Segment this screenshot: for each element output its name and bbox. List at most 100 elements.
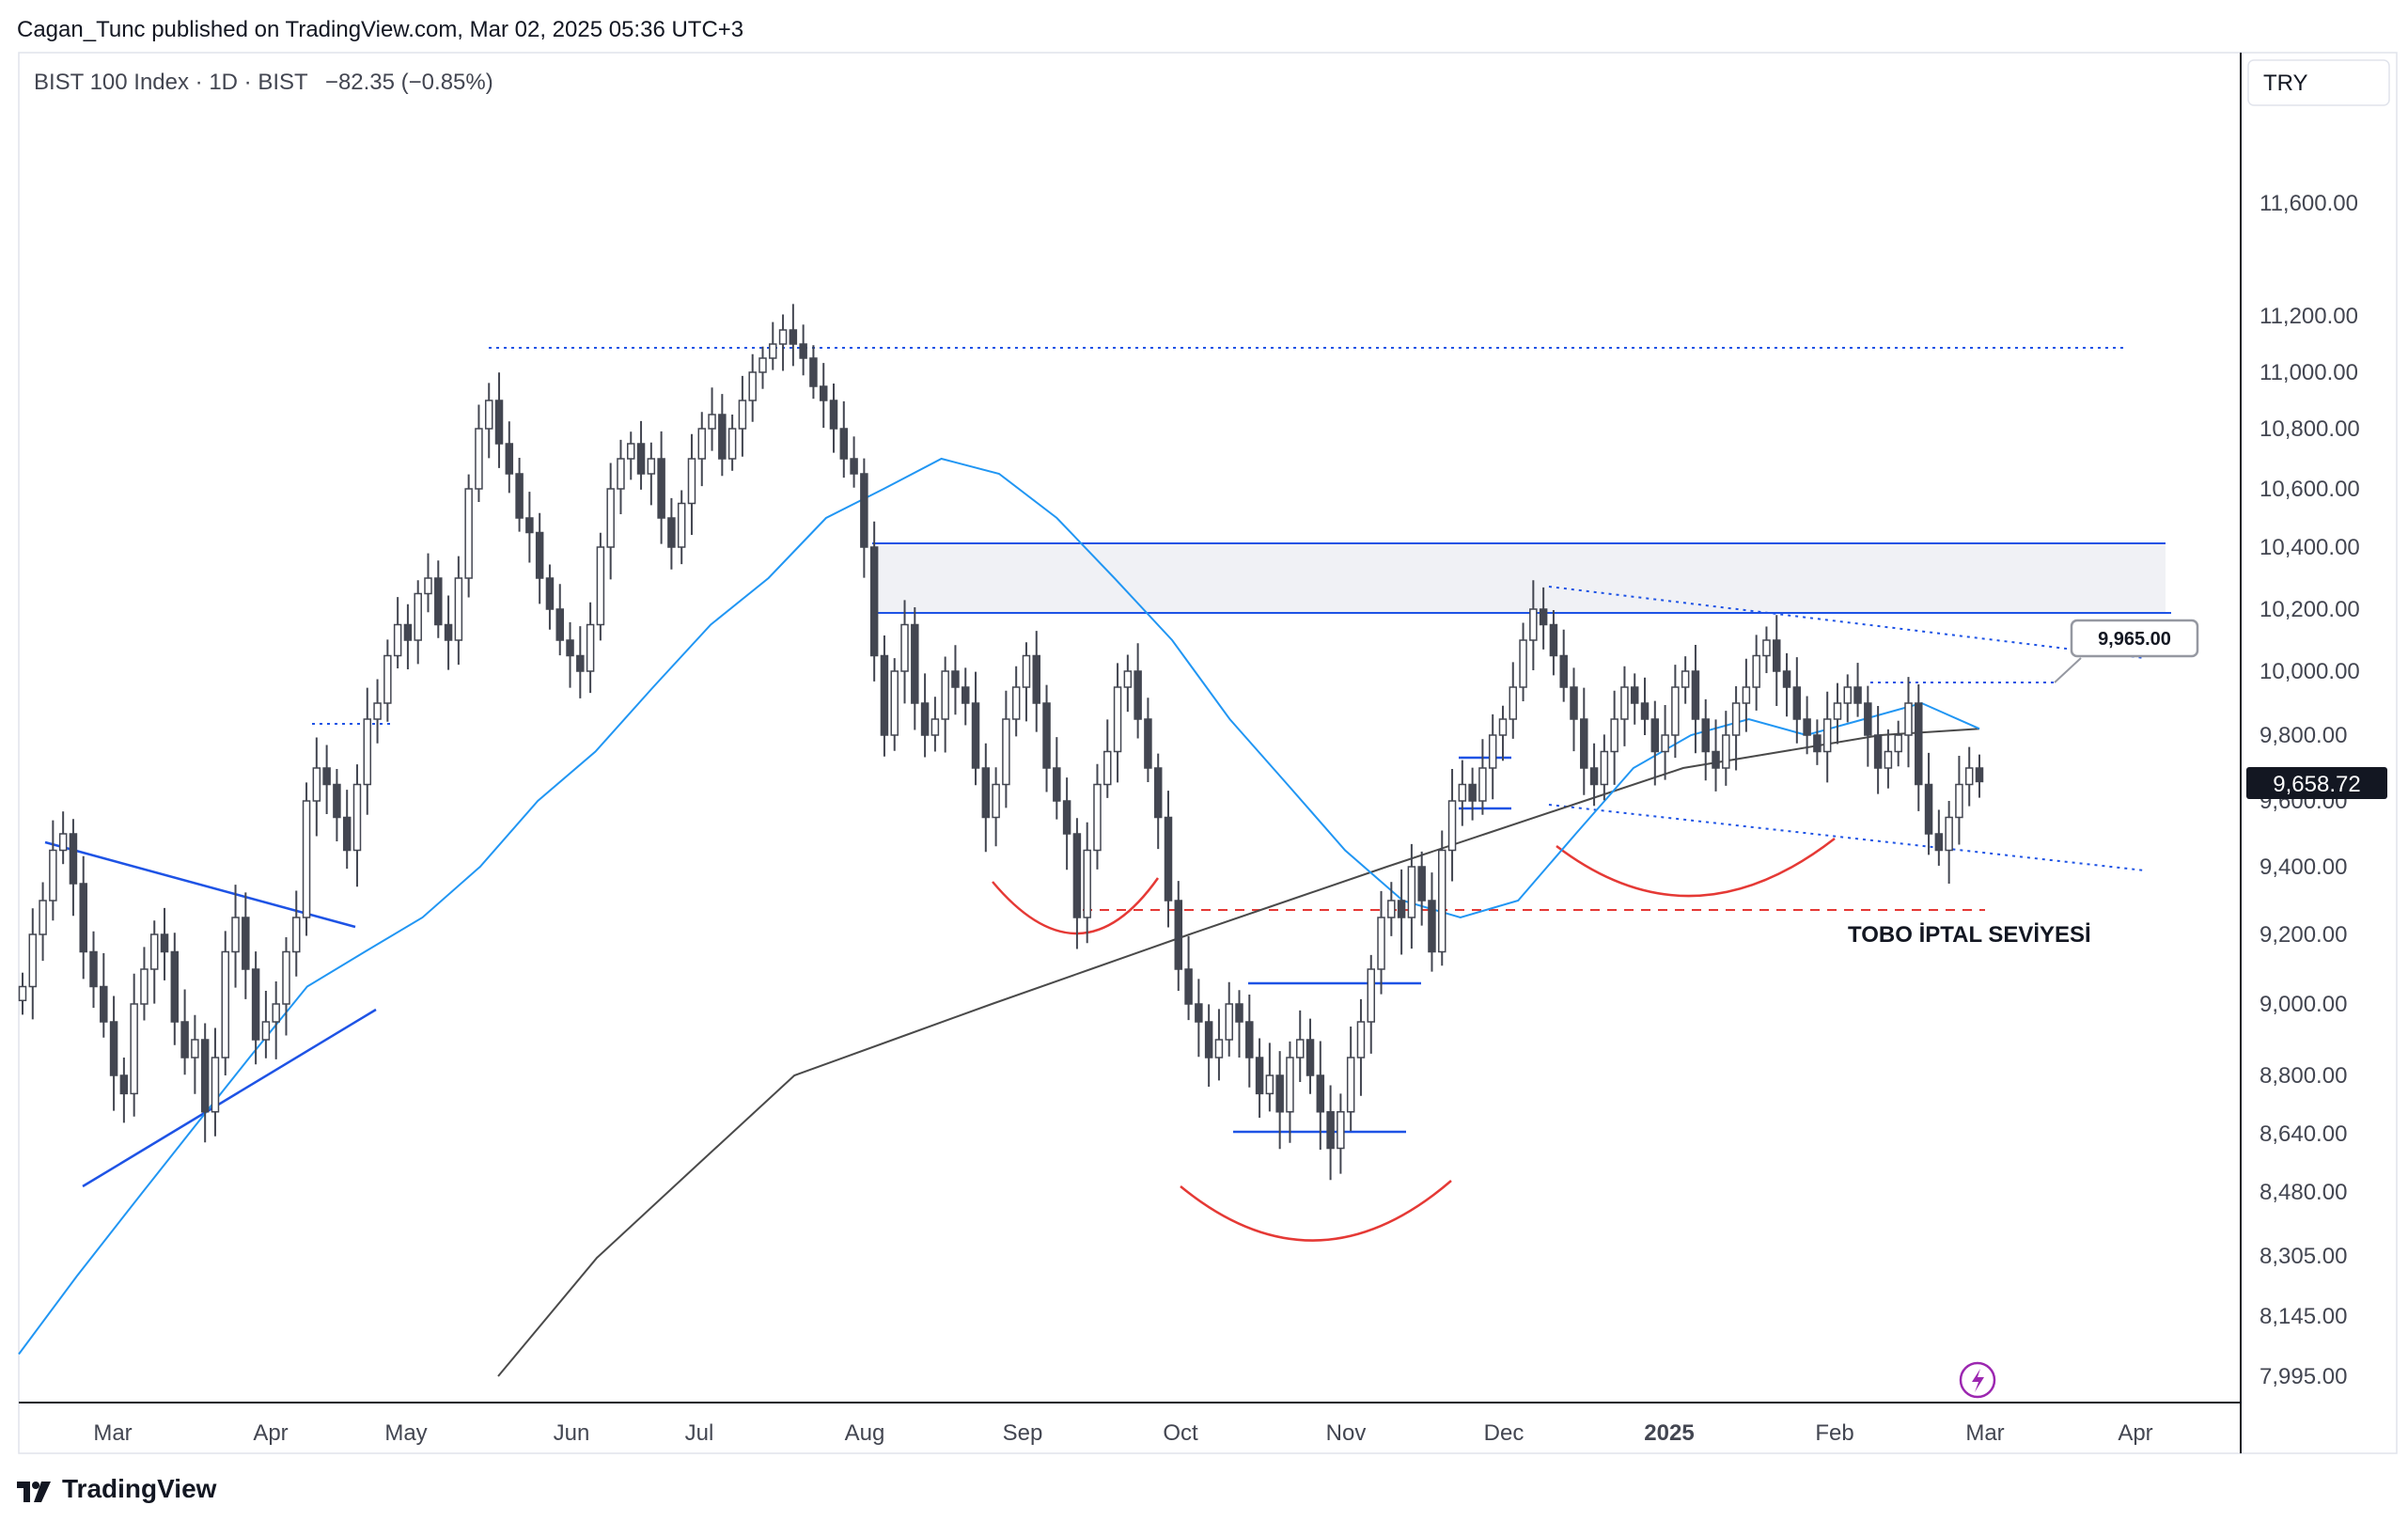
lightning-icon[interactable]: [1959, 1361, 1996, 1399]
candle: [778, 314, 788, 371]
y-tick-label: 11,000.00: [2259, 360, 2358, 385]
symbol-info: BIST 100 Index · 1D · BIST: [34, 70, 308, 95]
candle: [1843, 674, 1853, 723]
candle: [1570, 667, 1578, 752]
candle: [1245, 995, 1254, 1088]
candle: [342, 790, 352, 870]
candle: [1153, 753, 1163, 850]
candle: [1742, 658, 1751, 732]
candle: [393, 597, 402, 669]
x-tick-label: May: [384, 1420, 427, 1446]
x-tick-label: Dec: [1484, 1420, 1525, 1446]
candle: [667, 497, 676, 570]
candle: [657, 431, 665, 544]
candle: [1894, 720, 1902, 767]
candle: [1002, 690, 1010, 808]
x-tick-label: Jul: [685, 1420, 714, 1446]
candle: [1275, 1051, 1284, 1150]
candle: [1113, 663, 1122, 783]
candle: [373, 679, 382, 744]
candle: [403, 604, 413, 670]
candle: [1447, 769, 1457, 882]
candle: [566, 621, 574, 688]
callout-value: 9,965.00: [2098, 629, 2171, 650]
candle: [140, 947, 149, 1021]
candle: [1580, 687, 1588, 795]
candle: [1225, 981, 1233, 1057]
candle: [1032, 631, 1041, 732]
candle: [799, 324, 807, 376]
candle: [1306, 1018, 1315, 1094]
candle: [1691, 644, 1700, 754]
candle: [1792, 657, 1802, 744]
candle: [1701, 698, 1710, 781]
x-tick-label: Mar: [93, 1420, 132, 1446]
candle: [839, 400, 849, 478]
candle: [819, 363, 828, 429]
candle: [890, 658, 899, 751]
candle: [1782, 652, 1791, 717]
price-callout[interactable]: 9,965.00: [2054, 619, 2199, 683]
candle: [647, 442, 656, 506]
candle: [809, 345, 818, 400]
candle: [1144, 698, 1152, 783]
candle: [58, 811, 68, 865]
candle: [1731, 685, 1741, 771]
candle: [1934, 809, 1944, 866]
symbol-legend[interactable]: BIST 100 Index · 1D · BIST −82.35 (−0.85…: [34, 70, 493, 96]
y-tick-label: 11,200.00: [2259, 304, 2358, 329]
y-tick-label: 9,000.00: [2259, 992, 2347, 1017]
candle: [231, 885, 240, 988]
candle: [535, 512, 544, 604]
candle: [1214, 1009, 1224, 1081]
candle: [1417, 851, 1426, 926]
y-tick-label: 9,200.00: [2259, 922, 2347, 948]
candle: [1093, 763, 1102, 870]
candle: [1053, 737, 1061, 820]
candle: [39, 882, 47, 962]
candle: [961, 667, 970, 726]
candle: [333, 769, 341, 842]
candle: [434, 560, 443, 638]
last-price-value: 9,658.72: [2273, 772, 2360, 797]
last-price-badge: 9,658.72: [2246, 767, 2387, 799]
tradingview-logo-icon: [17, 1479, 55, 1502]
y-tick-label: 10,600.00: [2259, 477, 2360, 502]
y-tick-label: 10,200.00: [2259, 597, 2360, 622]
x-tick-label: Mar: [1965, 1420, 2004, 1446]
candle: [454, 556, 463, 666]
candle: [738, 375, 747, 457]
candle: [160, 907, 169, 980]
candle: [941, 656, 949, 753]
x-tick-label: Feb: [1815, 1420, 1853, 1446]
candle: [1539, 587, 1548, 650]
candle: [1265, 1043, 1274, 1112]
tradingview-logo[interactable]: TradingView: [17, 1474, 216, 1504]
y-axis: 11,600.00 11,200.00 11,000.00 10,800.00 10,6…: [2259, 191, 2360, 1389]
candle: [1204, 1004, 1213, 1088]
candle: [89, 931, 98, 1009]
candle: [1610, 690, 1618, 785]
candle: [1529, 580, 1538, 671]
y-tick-label: 10,800.00: [2259, 416, 2360, 442]
candle: [1458, 760, 1467, 826]
candle: [69, 819, 78, 917]
candle: [769, 321, 777, 370]
candle: [971, 671, 980, 786]
candle: [1884, 729, 1893, 789]
candle: [1600, 734, 1609, 801]
y-tick-label: 10,400.00: [2259, 535, 2360, 560]
candle: [1428, 872, 1436, 972]
candle: [1042, 684, 1051, 792]
candle: [505, 421, 514, 494]
candle: [272, 980, 280, 1059]
candle: [1174, 881, 1183, 991]
candle: [1955, 756, 1963, 845]
candle: [1326, 1085, 1335, 1181]
currency-label: TRY: [2263, 71, 2308, 96]
candle: [191, 1014, 199, 1094]
currency-button[interactable]: TRY: [2247, 59, 2390, 106]
channel-bottom-dotted: [1548, 804, 2146, 871]
candle: [1924, 752, 1933, 855]
